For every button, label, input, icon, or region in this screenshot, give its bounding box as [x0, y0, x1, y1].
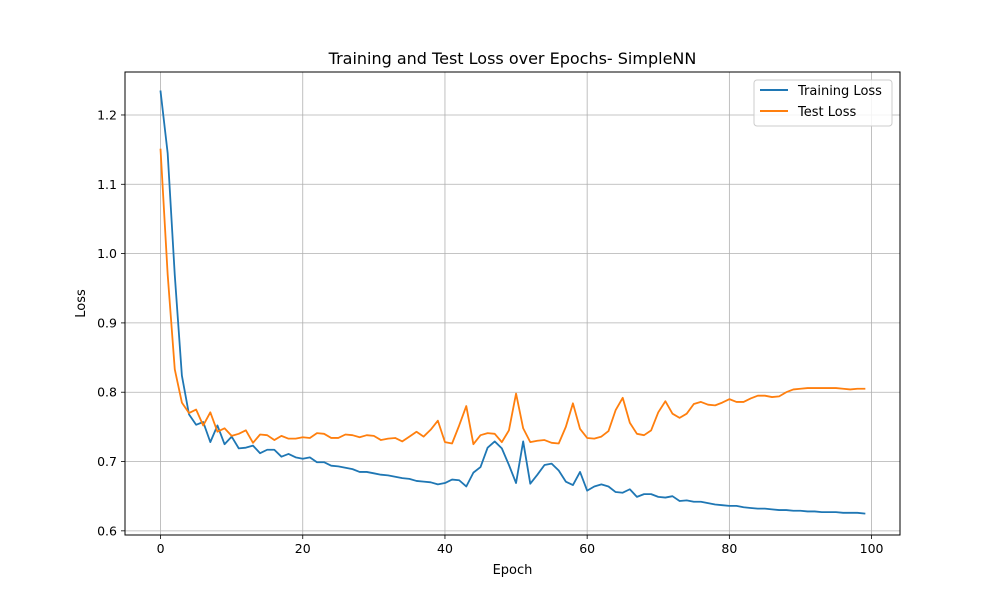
- y-axis-label: Loss: [74, 289, 89, 318]
- y-tick-label: 0.7: [97, 454, 117, 469]
- x-tick-label: 60: [579, 541, 595, 556]
- legend-label-training-loss: Training Loss: [797, 84, 882, 99]
- x-tick-label: 100: [860, 541, 884, 556]
- y-tick-label: 0.8: [97, 385, 117, 400]
- x-tick-label: 80: [721, 541, 737, 556]
- chart-title: Training and Test Loss over Epochs- Simp…: [328, 49, 697, 68]
- y-tick-label: 1.1: [97, 177, 117, 192]
- legend-box: [753, 79, 893, 127]
- series-line-test-loss: [159, 148, 866, 446]
- y-tick-label: 0.9: [97, 315, 117, 330]
- legend-label-test-loss: Test Loss: [797, 105, 856, 120]
- x-axis-label: Epoch: [493, 563, 533, 578]
- series-line-training-loss: [159, 90, 866, 515]
- ticks: 0 20 40 60 80 100 0.6 0.7 0.8 0.9 1.0 1.1 1.2: [97, 107, 883, 556]
- plot-frame: [124, 71, 901, 536]
- x-tick-label: 0: [157, 541, 165, 556]
- y-tick-label: 1.0: [97, 246, 117, 261]
- x-tick-label: 20: [295, 541, 311, 556]
- grid: [125, 72, 900, 535]
- x-tick-label: 40: [437, 541, 453, 556]
- series-lines: [159, 90, 866, 515]
- y-tick-label: 0.6: [97, 523, 117, 538]
- y-tick-label: 1.2: [97, 107, 117, 122]
- legend: Training Loss Test Loss: [753, 79, 893, 127]
